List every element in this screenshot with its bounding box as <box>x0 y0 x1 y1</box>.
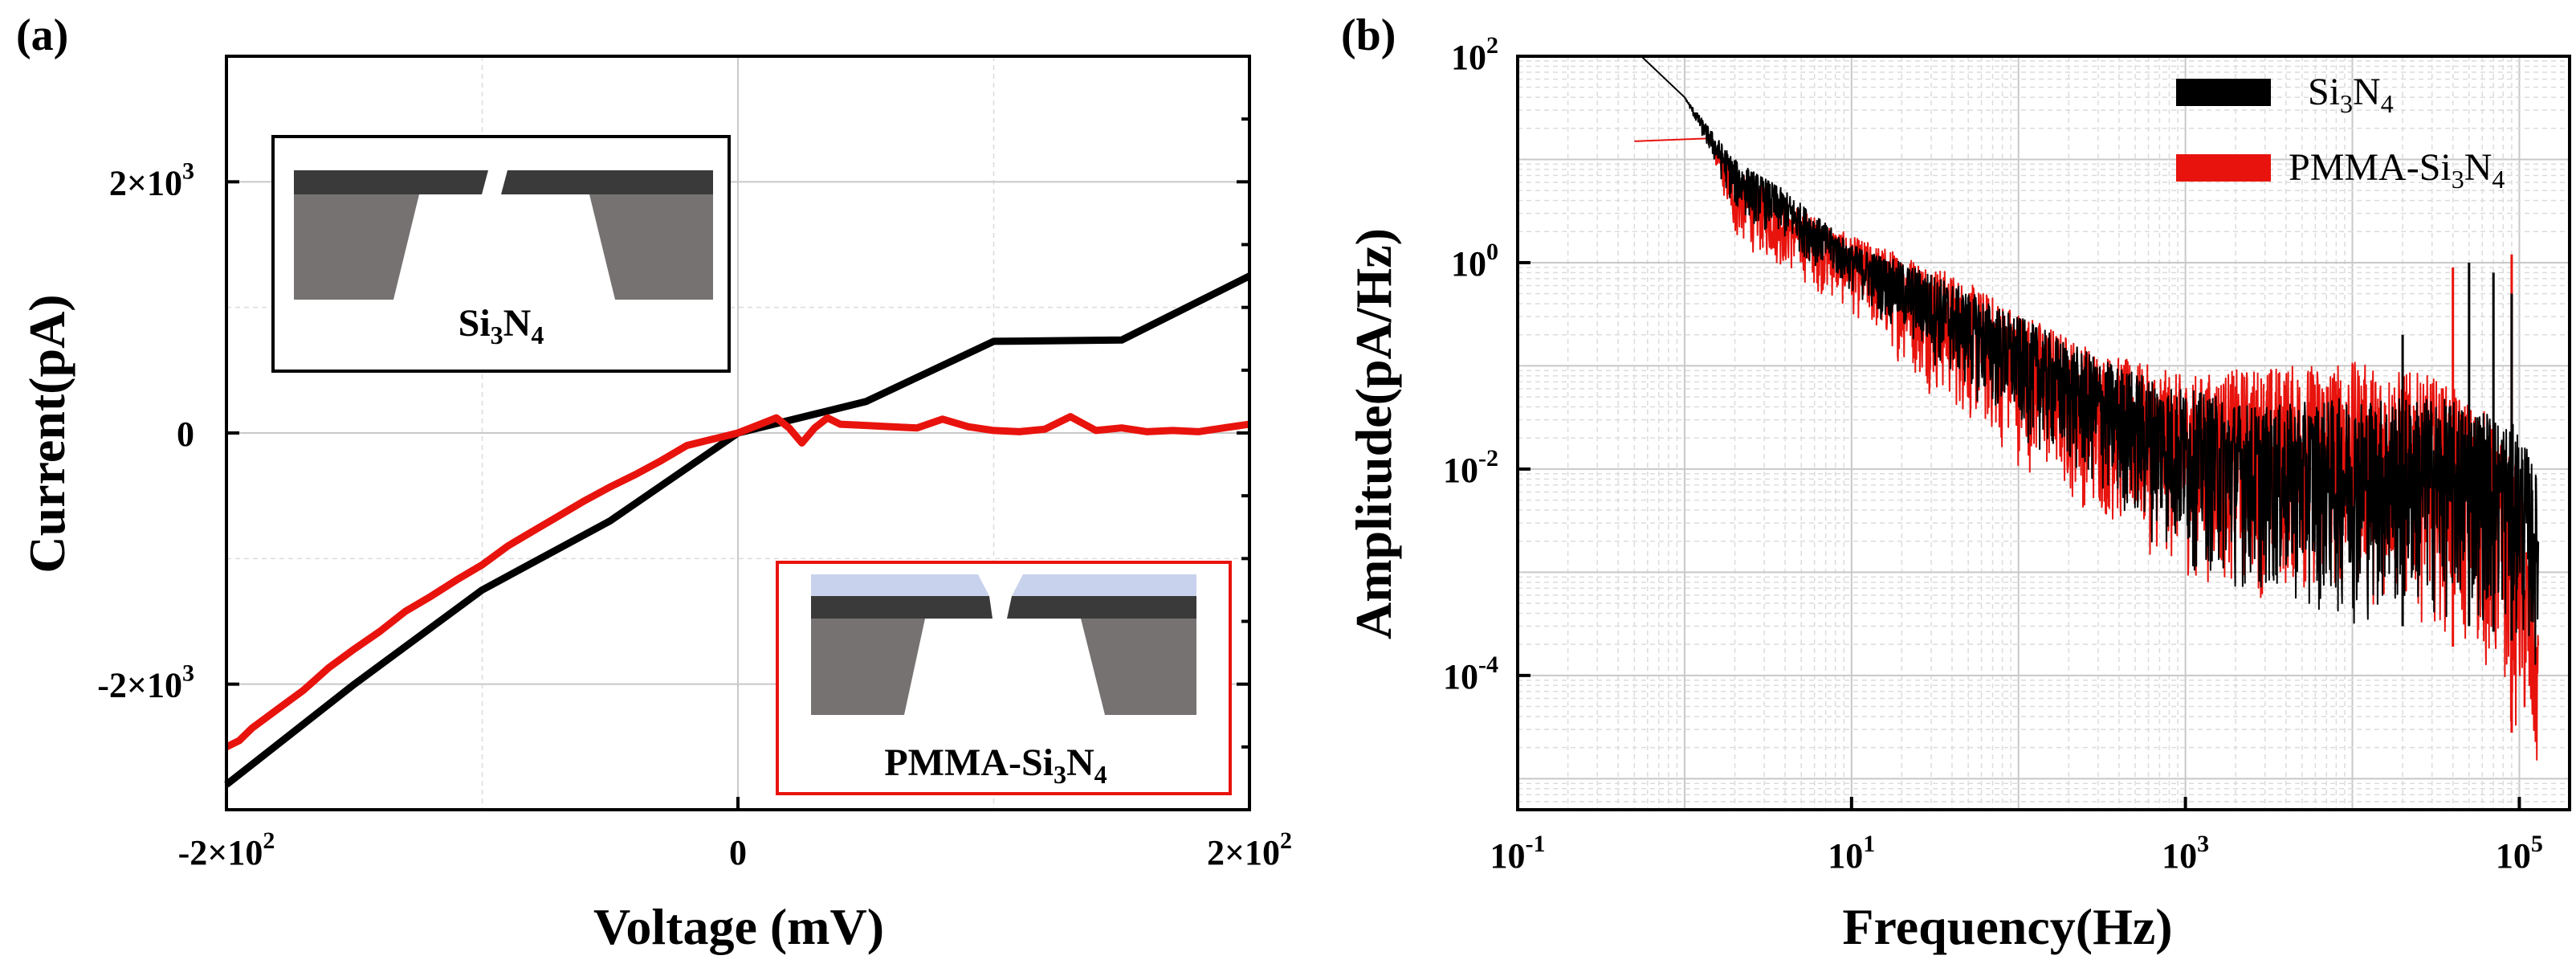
substrate-right <box>1081 619 1196 715</box>
panel-b-ticks: 10-1 101 103 105 102 100 10-2 10-4 <box>1443 32 2543 876</box>
y-tick-label-1: 100 <box>1451 239 1498 284</box>
panel-a-label: (a) <box>16 10 68 60</box>
inset-si3n4-label: Si3N4 <box>459 302 544 349</box>
y-tick-label-2: 2×103 <box>109 157 194 202</box>
x-tick-label-1: 101 <box>1828 831 1875 876</box>
panel-a-chart: (a) Si3N4 PMMA-Si3N4 <box>16 10 1292 955</box>
x-tick-label-0: 10-1 <box>1490 831 1546 876</box>
x-tick-label-0: -2×102 <box>178 827 275 872</box>
panel-b-xlabel: Frequency(Hz) <box>1842 898 2172 955</box>
panel-b-label: (b) <box>1341 10 1396 60</box>
y-tick-label-0: -2×103 <box>97 660 194 705</box>
pmma-membrane-drawing <box>811 574 1196 715</box>
inset-pmma-si3n4: PMMA-Si3N4 <box>776 561 1232 795</box>
x-tick-label-2: 103 <box>2162 831 2209 876</box>
pmma-layer-left <box>811 574 989 596</box>
x-tick-label-1: 0 <box>729 833 747 872</box>
panel-b-ylabel: Amplitude(pA/Hz) <box>1345 228 1402 639</box>
series-line-pmma-si3n4 <box>225 413 1250 750</box>
substrate-right <box>589 194 713 300</box>
inset-pmma-label: PMMA-Si3N4 <box>884 741 1107 789</box>
y-tick-label-1: 0 <box>177 415 194 454</box>
inset-si3n4: Si3N4 <box>271 135 731 373</box>
substrate-left <box>811 619 925 715</box>
membrane-left-layer <box>294 170 488 194</box>
si3n4-membrane-drawing <box>294 170 713 300</box>
y-tick-label-0: 102 <box>1451 32 1498 77</box>
membrane-left-layer <box>811 596 992 619</box>
panel-b-chart: (b) Si3N4 PMMA-Si3N4 10-1 101 103 105 102 100… <box>1341 10 2571 955</box>
substrate-left <box>294 194 419 300</box>
panel-a-ylabel: Current(pA) <box>18 294 75 573</box>
panel-a-ticks: -2×102 0 2×102 -2×103 0 2×103 <box>97 117 1292 872</box>
pmma-layer-right <box>1012 574 1196 596</box>
legend-swatch-si3n4 <box>2176 79 2271 106</box>
y-tick-label-2: 10-2 <box>1443 445 1498 490</box>
panel-b-plot-frame <box>1516 55 2571 811</box>
membrane-right-layer <box>501 170 713 194</box>
legend-swatch-pmma <box>2176 154 2271 182</box>
x-tick-label-2: 2×102 <box>1207 827 1292 872</box>
panel-b-series <box>1633 55 2540 761</box>
panel-b-legend: Si3N4 PMMA-Si3N4 <box>2176 71 2505 194</box>
panel-a-series <box>224 272 1252 788</box>
y-tick-label-3: 10-4 <box>1443 651 1498 696</box>
panel-a-xlabel: Voltage (mV) <box>593 898 884 955</box>
series-trace-si3n4 <box>1641 55 2540 665</box>
x-tick-label-3: 105 <box>2496 831 2543 876</box>
legend-label-pmma: PMMA-Si3N4 <box>2289 146 2505 194</box>
membrane-right-layer <box>1007 596 1196 619</box>
legend-label-si3n4: Si3N4 <box>2308 71 2394 118</box>
